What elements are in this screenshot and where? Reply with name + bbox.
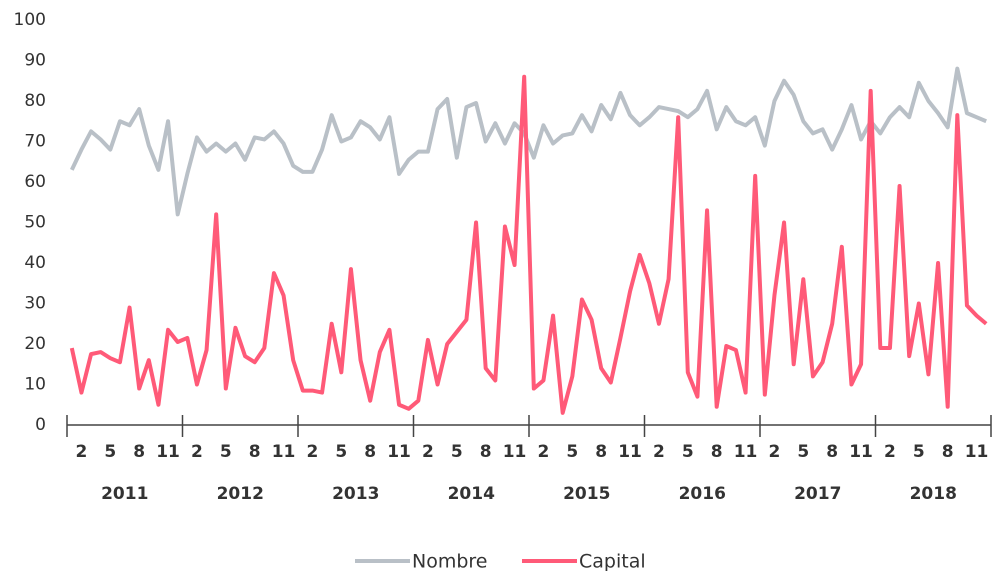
x-tick-label: 11 xyxy=(272,442,296,462)
y-tick-label: 30 xyxy=(24,294,46,314)
x-tick-label: 2 xyxy=(653,442,665,462)
x-tick-label: 11 xyxy=(387,442,411,462)
x-tick-label: 5 xyxy=(682,442,694,462)
x-tick-label: 8 xyxy=(249,442,261,462)
x-tick-label: 2 xyxy=(422,442,434,462)
x-tick-label: 8 xyxy=(711,442,723,462)
year-label: 2013 xyxy=(332,484,379,504)
x-tick-label: 8 xyxy=(133,442,145,462)
x-tick-label: 11 xyxy=(734,442,758,462)
x-tick-label: 5 xyxy=(335,442,347,462)
y-tick-label: 90 xyxy=(24,51,46,71)
y-tick-label: 0 xyxy=(35,415,46,435)
x-tick-label: 11 xyxy=(849,442,873,462)
x-tick-label: 8 xyxy=(480,442,492,462)
y-tick-label: 50 xyxy=(24,213,46,233)
x-tick-label: 2 xyxy=(769,442,781,462)
x-tick-label: 11 xyxy=(965,442,989,462)
x-tick-label: 8 xyxy=(942,442,954,462)
line-series xyxy=(70,66,987,217)
x-tick-label: 2 xyxy=(307,442,319,462)
y-tick-label: 80 xyxy=(24,91,46,111)
x-tick-label: 11 xyxy=(618,442,642,462)
x-tick-label: 5 xyxy=(797,442,809,462)
y-tick-label: 70 xyxy=(24,132,46,152)
y-tick-label: 60 xyxy=(24,172,46,192)
x-tick-label: 5 xyxy=(220,442,232,462)
x-tick-label: 5 xyxy=(566,442,578,462)
x-tick-label: 5 xyxy=(913,442,925,462)
year-label: 2014 xyxy=(448,484,495,504)
x-tick-label: 11 xyxy=(156,442,180,462)
legend-label: Capital xyxy=(579,551,646,571)
year-label: 2016 xyxy=(679,484,726,504)
year-label: 2012 xyxy=(217,484,264,504)
x-tick-label: 2 xyxy=(191,442,203,462)
y-tick-label: 10 xyxy=(24,375,46,395)
y-tick-label: 40 xyxy=(24,253,46,273)
x-tick-label: 2 xyxy=(76,442,88,462)
year-label: 2018 xyxy=(910,484,957,504)
x-tick-label: 5 xyxy=(104,442,116,462)
year-label: 2017 xyxy=(794,484,841,504)
year-label: 2011 xyxy=(101,484,148,504)
year-label: 2015 xyxy=(563,484,610,504)
x-tick-label: 8 xyxy=(826,442,838,462)
x-tick-label: 8 xyxy=(364,442,376,462)
x-tick-label: 8 xyxy=(595,442,607,462)
x-tick-label: 2 xyxy=(884,442,896,462)
x-tick-label: 11 xyxy=(503,442,527,462)
y-tick-label: 20 xyxy=(24,334,46,354)
line-series xyxy=(69,74,988,415)
legend-label: Nombre xyxy=(412,551,488,571)
x-tick-label: 5 xyxy=(451,442,463,462)
x-tick-label: 2 xyxy=(538,442,550,462)
y-tick-label: 100 xyxy=(14,10,46,30)
